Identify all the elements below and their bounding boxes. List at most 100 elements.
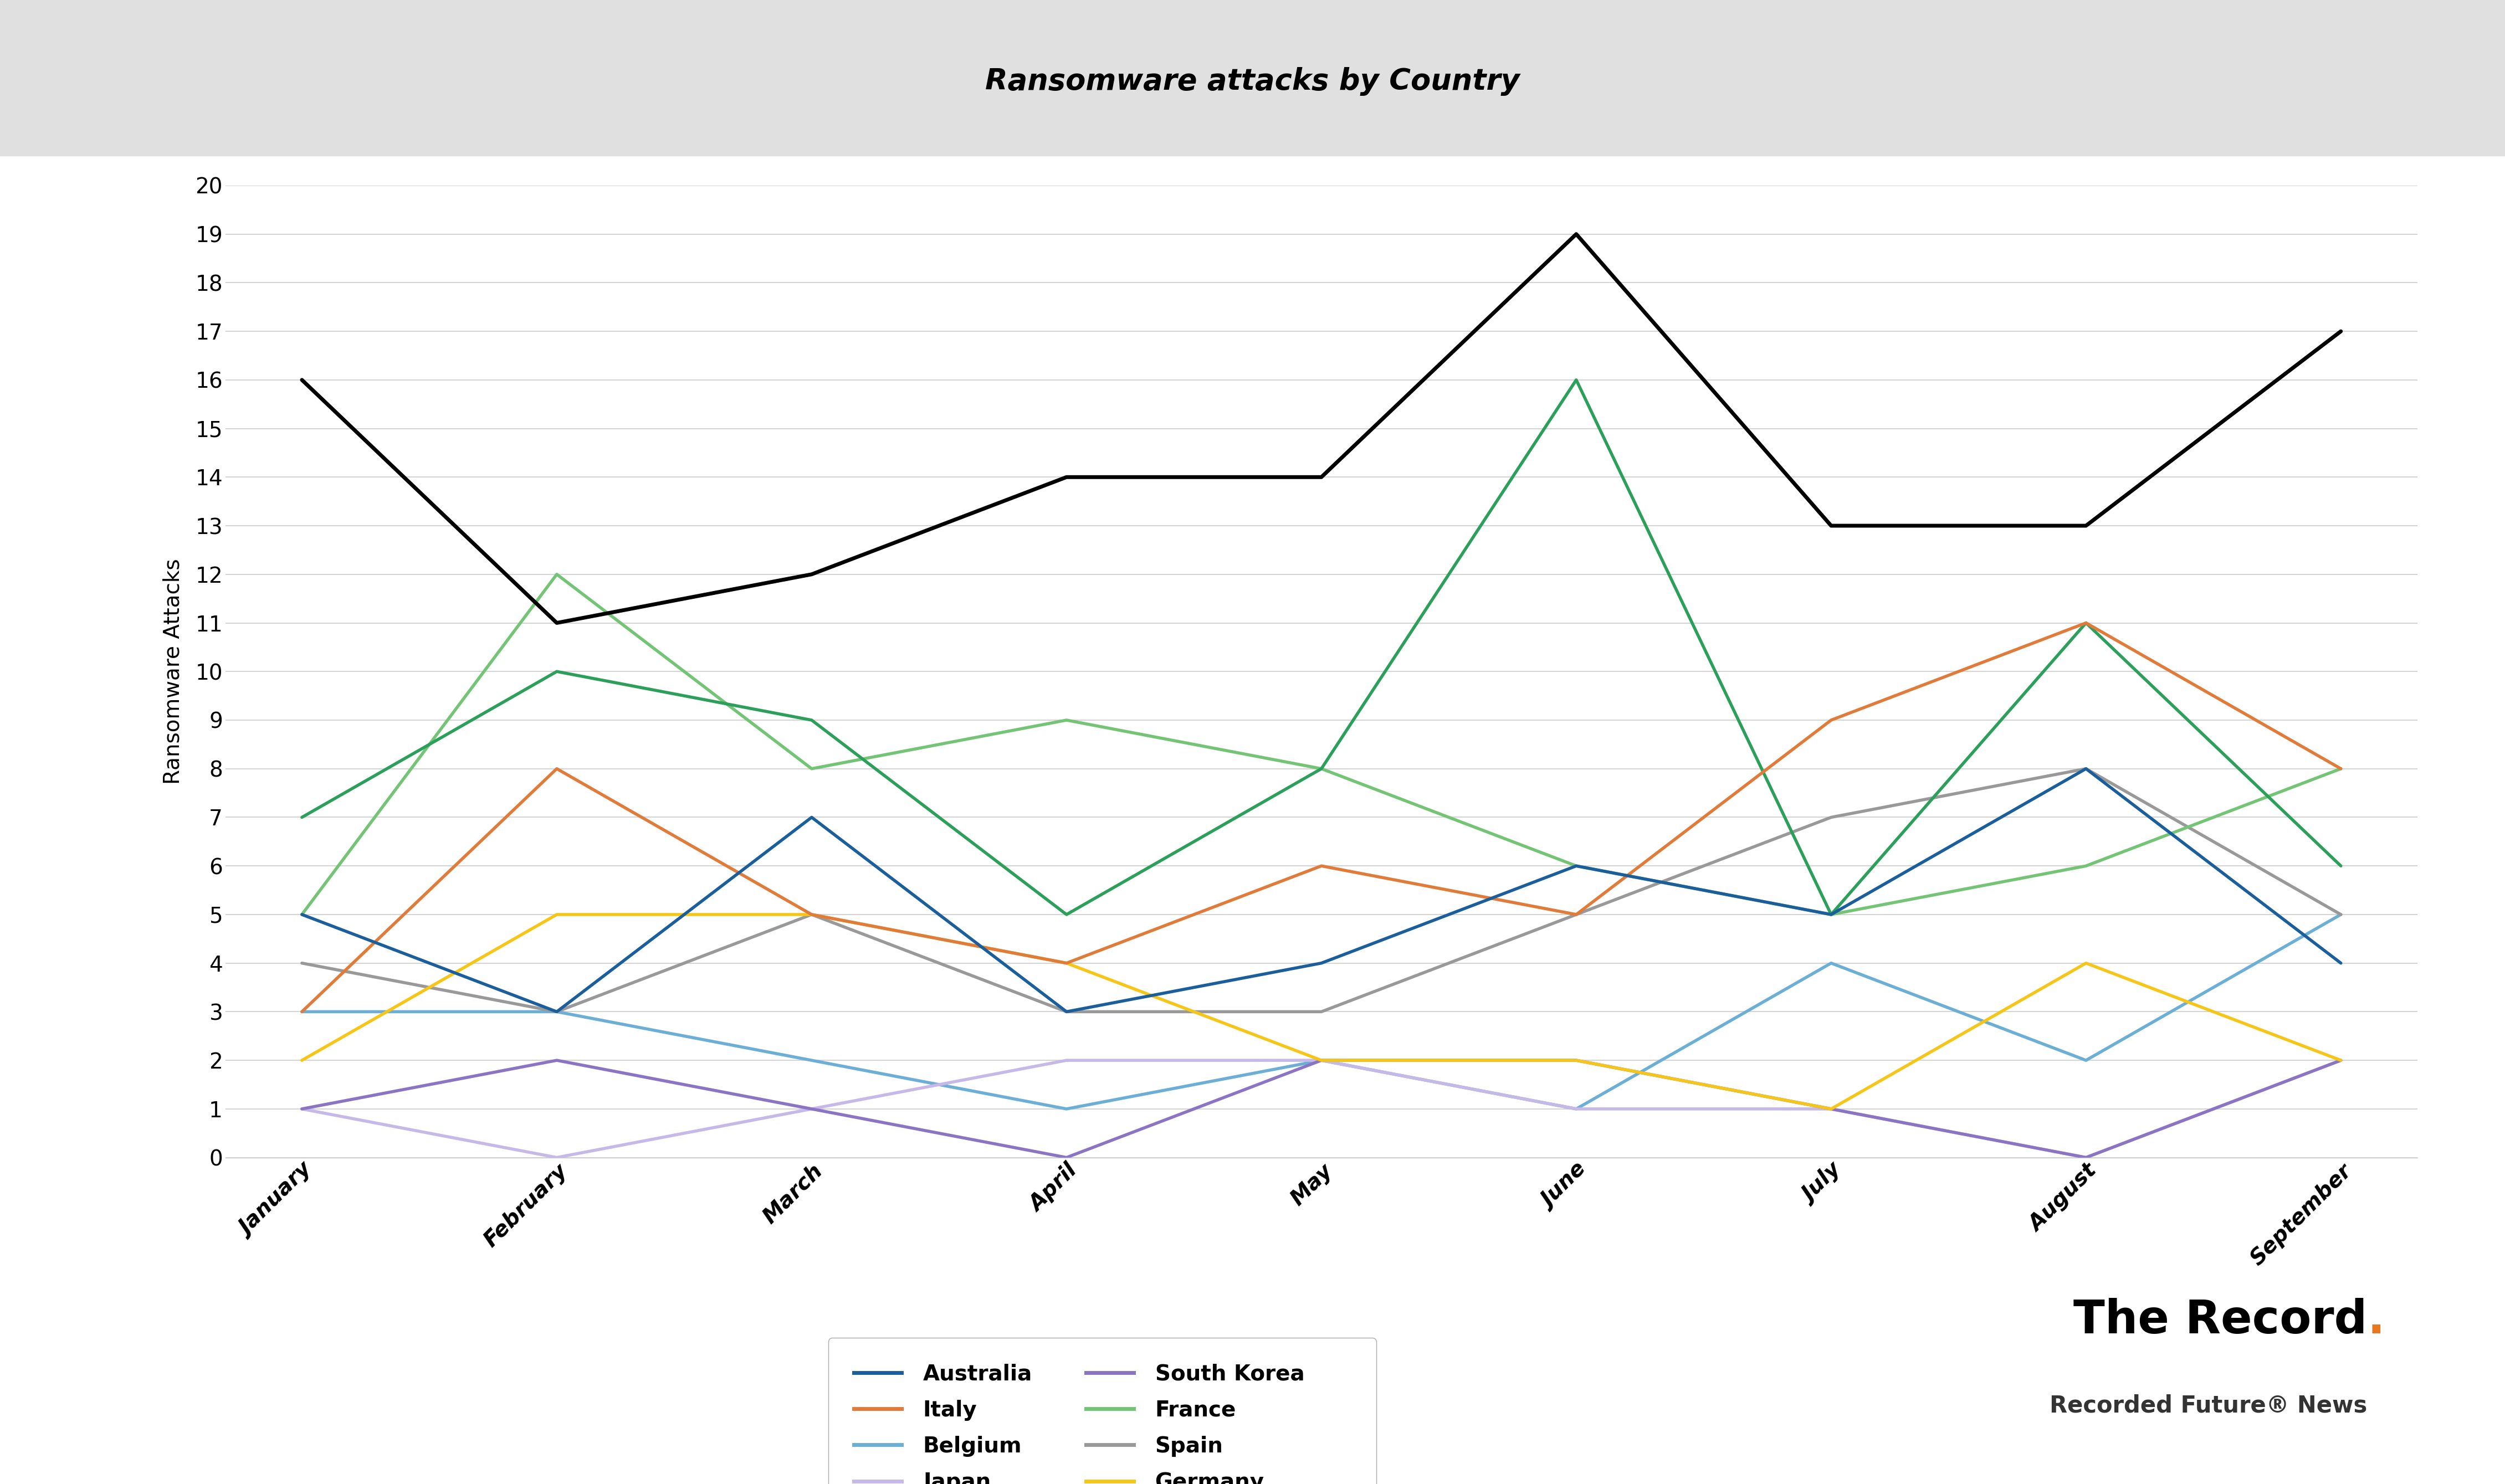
France <box>288 905 318 923</box>
Text: .: . <box>2367 1298 2385 1343</box>
Belgium <box>2325 905 2355 923</box>
Spain <box>2325 905 2355 923</box>
Text: The Record: The Record <box>2074 1298 2367 1343</box>
Italy <box>1305 858 1335 876</box>
Spain <box>1305 1003 1335 1021</box>
Australia <box>2072 760 2102 778</box>
Italy <box>1561 905 1591 923</box>
Japan <box>288 1100 318 1117</box>
Germany <box>288 1051 318 1068</box>
United Kingdom <box>1816 516 1846 534</box>
Japan <box>541 1149 571 1166</box>
Canada <box>288 809 318 827</box>
Line: Italy: Italy <box>303 623 2340 1012</box>
Spain <box>1052 1003 1082 1021</box>
Text: Ransomware attacks by Country: Ransomware attacks by Country <box>984 67 1521 96</box>
Spain <box>288 954 318 972</box>
United Kingdom <box>288 371 318 389</box>
South Korea <box>2325 1051 2355 1068</box>
Japan <box>2325 1051 2355 1068</box>
Belgium <box>1561 1100 1591 1117</box>
United Kingdom <box>797 565 827 583</box>
Australia <box>1052 1003 1082 1021</box>
United Kingdom <box>1561 226 1591 243</box>
Germany <box>797 905 827 923</box>
Belgium <box>797 1051 827 1068</box>
South Korea <box>1305 1051 1335 1068</box>
Japan <box>2072 1149 2102 1166</box>
Germany <box>1561 1051 1591 1068</box>
Japan <box>1816 1100 1846 1117</box>
Canada <box>1561 371 1591 389</box>
South Korea <box>2072 1149 2102 1166</box>
Line: Germany: Germany <box>303 914 2340 1109</box>
France <box>2325 760 2355 778</box>
South Korea <box>1052 1149 1082 1166</box>
Italy <box>1052 954 1082 972</box>
France <box>1816 905 1846 923</box>
Japan <box>1052 1051 1082 1068</box>
Italy <box>1816 711 1846 729</box>
France <box>2072 858 2102 876</box>
France <box>797 760 827 778</box>
Belgium <box>1816 954 1846 972</box>
United Kingdom <box>541 614 571 632</box>
United Kingdom <box>1052 467 1082 485</box>
Spain <box>797 905 827 923</box>
Italy <box>797 905 827 923</box>
Australia <box>1816 905 1846 923</box>
Canada <box>541 662 571 680</box>
Italy <box>541 760 571 778</box>
Japan <box>1561 1100 1591 1117</box>
Australia <box>2325 954 2355 972</box>
Australia <box>288 905 318 923</box>
Line: United Kingdom: United Kingdom <box>303 234 2340 623</box>
Belgium <box>1052 1100 1082 1117</box>
Belgium <box>1305 1051 1335 1068</box>
Canada <box>1305 760 1335 778</box>
Line: France: France <box>303 574 2340 914</box>
Canada <box>797 711 827 729</box>
Canada <box>1816 905 1846 923</box>
France <box>1561 858 1591 876</box>
South Korea <box>1561 1051 1591 1068</box>
Line: Canada: Canada <box>303 380 2340 914</box>
Line: South Korea: South Korea <box>303 1060 2340 1158</box>
Australia <box>1561 858 1591 876</box>
Germany <box>2325 1051 2355 1068</box>
Line: Belgium: Belgium <box>303 914 2340 1109</box>
Line: Australia: Australia <box>303 769 2340 1012</box>
France <box>1305 760 1335 778</box>
South Korea <box>797 1100 827 1117</box>
Spain <box>1561 905 1591 923</box>
Line: Japan: Japan <box>303 1060 2340 1158</box>
Australia <box>541 1003 571 1021</box>
Italy <box>288 1003 318 1021</box>
Text: Recorded Future® News: Recorded Future® News <box>2049 1393 2367 1417</box>
Spain <box>2072 760 2102 778</box>
Australia <box>1305 954 1335 972</box>
Italy <box>2072 614 2102 632</box>
Y-axis label: Ransomware Attacks: Ransomware Attacks <box>163 558 183 785</box>
Canada <box>2325 858 2355 876</box>
Germany <box>1052 954 1082 972</box>
Australia <box>797 809 827 827</box>
Belgium <box>2072 1051 2102 1068</box>
France <box>541 565 571 583</box>
Italy <box>2325 760 2355 778</box>
Germany <box>1305 1051 1335 1068</box>
South Korea <box>541 1051 571 1068</box>
Germany <box>1816 1100 1846 1117</box>
Germany <box>2072 954 2102 972</box>
South Korea <box>1816 1100 1846 1117</box>
Canada <box>1052 905 1082 923</box>
Legend: Australia, Italy, Belgium, Japan, Canada, South Korea, France, Spain, Germany, U: Australia, Italy, Belgium, Japan, Canada… <box>829 1337 1375 1484</box>
Japan <box>1305 1051 1335 1068</box>
Germany <box>541 905 571 923</box>
Spain <box>1816 809 1846 827</box>
Japan <box>797 1100 827 1117</box>
United Kingdom <box>2325 322 2355 340</box>
Spain <box>541 1003 571 1021</box>
South Korea <box>288 1100 318 1117</box>
Line: Spain: Spain <box>303 769 2340 1012</box>
